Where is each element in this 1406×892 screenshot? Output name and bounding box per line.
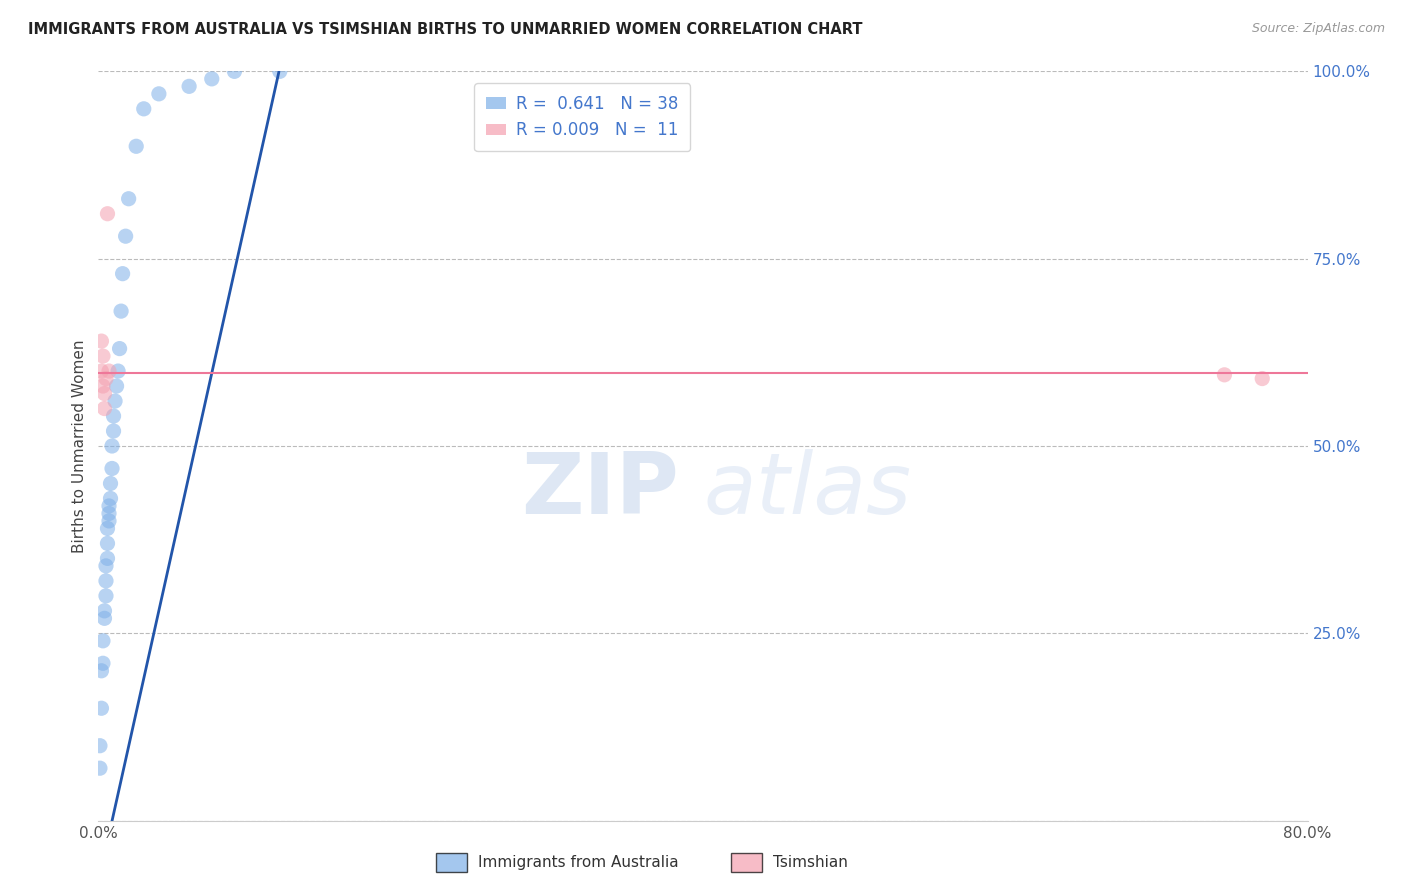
Point [104,394,127,409]
Point [103,409,125,423]
Point [96,551,118,566]
Point [94,589,117,603]
Point [93,604,115,618]
Point [90,701,112,715]
Point [111,267,134,281]
Point [93,611,115,625]
Point [91,379,114,393]
Legend: R =  0.641   N = 38, R = 0.009   N =  11: R = 0.641 N = 38, R = 0.009 N = 11 [474,84,690,151]
Point [94,574,117,588]
Text: Tsimshian: Tsimshian [773,855,848,870]
Point [90,334,112,348]
Point [105,379,128,393]
Point [103,424,125,438]
Point [89,761,111,775]
Point [1251,371,1274,385]
Point [201,71,224,86]
Text: Source: ZipAtlas.com: Source: ZipAtlas.com [1251,22,1385,36]
Point [90,364,112,378]
Point [269,64,291,78]
Text: IMMIGRANTS FROM AUSTRALIA VS TSIMSHIAN BIRTHS TO UNMARRIED WOMEN CORRELATION CHA: IMMIGRANTS FROM AUSTRALIA VS TSIMSHIAN B… [28,22,863,37]
Point [110,304,132,318]
Point [132,102,155,116]
Point [89,739,111,753]
Point [114,229,136,244]
Point [93,386,115,401]
Point [100,491,122,506]
Point [96,536,118,550]
Point [98,514,121,528]
Point [93,401,115,416]
Point [179,79,201,94]
Text: Immigrants from Australia: Immigrants from Australia [478,855,679,870]
Point [96,207,118,221]
Point [91,633,114,648]
Point [108,342,131,356]
Point [1213,368,1236,382]
Point [90,664,112,678]
Point [101,461,124,475]
Point [148,87,170,101]
Text: atlas: atlas [703,450,911,533]
Point [98,364,121,378]
Point [101,439,124,453]
Point [118,192,141,206]
Point [91,657,114,671]
Point [98,499,121,513]
Point [100,476,122,491]
Point [96,521,118,535]
Point [94,558,117,573]
Text: ZIP: ZIP [522,450,679,533]
Point [91,349,114,363]
Point [125,139,148,153]
Point [94,371,117,385]
Point [107,364,129,378]
Point [98,507,121,521]
Y-axis label: Births to Unmarried Women: Births to Unmarried Women [72,339,87,553]
Point [224,64,246,78]
